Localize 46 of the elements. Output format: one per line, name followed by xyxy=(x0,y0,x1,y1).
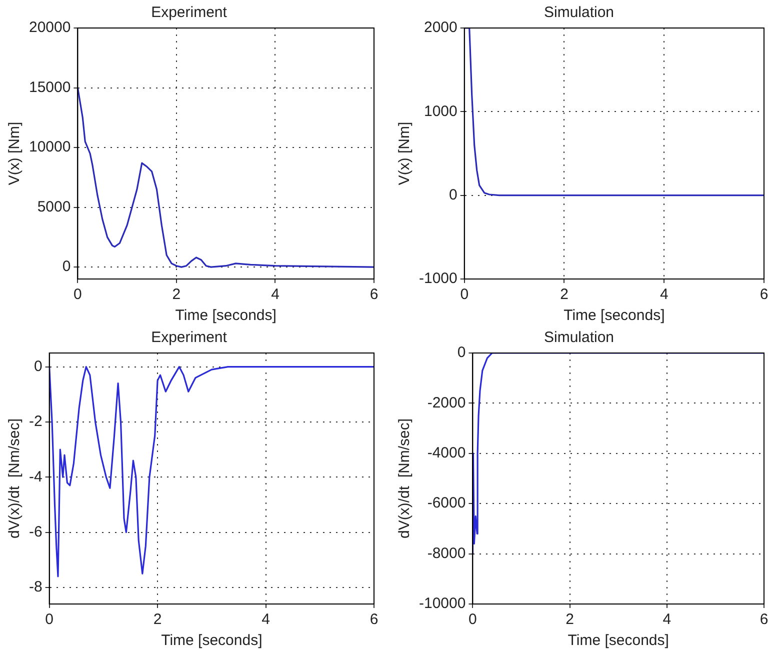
chart-title: Simulation xyxy=(544,4,614,22)
y-tick-label: -2 xyxy=(28,413,42,430)
y-axis-title: dV(x)/dt [Nm/sec] xyxy=(396,418,414,539)
x-axis-title: Time [seconds] xyxy=(568,632,669,650)
x-tick-label: 2 xyxy=(560,286,568,304)
chart-title: Simulation xyxy=(544,329,614,346)
x-tick-label: 0 xyxy=(468,611,477,628)
x-axis-title: Time [seconds] xyxy=(175,307,276,324)
x-tick-label: 4 xyxy=(271,286,280,304)
y-tick-label: 0 xyxy=(457,344,466,362)
y-tick-label: 10000 xyxy=(28,138,71,156)
x-tick-label: 6 xyxy=(760,286,768,304)
y-tick-label: -8000 xyxy=(427,544,466,562)
x-tick-label: 6 xyxy=(760,611,768,628)
y-tick-label: -8 xyxy=(28,578,42,596)
y-tick-label: -2000 xyxy=(427,394,466,412)
y-axis-title: dV(x)/dt [Nm/sec] xyxy=(6,418,24,539)
y-tick-label: 20000 xyxy=(28,19,71,36)
y-tick-label: -10000 xyxy=(418,595,466,612)
x-axis-title: Time [seconds] xyxy=(161,632,262,650)
y-tick-label: 15000 xyxy=(28,78,71,96)
y-tick-label: 1000 xyxy=(424,102,458,120)
y-axis-title: V(x) [Nm] xyxy=(6,122,24,186)
x-tick-label: 2 xyxy=(172,286,181,304)
x-tick-label: 2 xyxy=(153,611,162,628)
y-tick-label: -4 xyxy=(28,468,42,486)
x-tick-label: 6 xyxy=(370,286,378,304)
x-axis-title: Time [seconds] xyxy=(564,307,665,324)
y-axis-title: V(x) [Nm] xyxy=(396,122,414,186)
y-tick-label: 5000 xyxy=(37,198,71,216)
x-tick-label: 2 xyxy=(566,611,574,628)
y-tick-label: 2000 xyxy=(424,19,458,36)
x-tick-label: 0 xyxy=(74,286,82,304)
y-tick-label: 0 xyxy=(62,258,71,276)
y-tick-label: -6 xyxy=(28,523,42,540)
x-tick-label: 4 xyxy=(662,611,672,628)
y-tick-label: 0 xyxy=(449,186,458,204)
x-tick-label: 6 xyxy=(370,611,378,628)
y-tick-label: -1000 xyxy=(418,270,458,288)
y-tick-label: -6000 xyxy=(427,494,466,512)
y-tick-label: -4000 xyxy=(427,444,466,462)
chart-title: Experiment xyxy=(151,4,228,22)
chart-title: Experiment xyxy=(151,329,228,346)
y-tick-label: 0 xyxy=(34,358,42,375)
x-tick-label: 4 xyxy=(262,611,270,628)
x-tick-label: 4 xyxy=(660,286,668,304)
